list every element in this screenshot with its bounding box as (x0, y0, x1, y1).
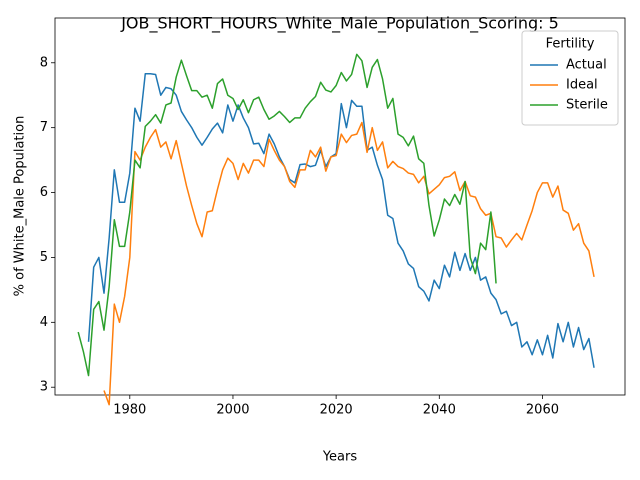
x-tick-label: 2040 (423, 403, 456, 418)
x-tick-label: 2060 (526, 403, 559, 418)
y-tick-label: 6 (40, 185, 48, 200)
x-tick-label: 2000 (216, 403, 249, 418)
legend-label: Ideal (566, 78, 598, 93)
data-line (77, 53, 497, 377)
y-tick-label: 7 (40, 120, 48, 135)
legend-title: Fertility (546, 37, 595, 52)
chart-title: JOB_SHORT_HOURS_White_Male_Population_Sc… (120, 14, 559, 34)
y-tick-label: 3 (40, 380, 48, 395)
legend-label: Sterile (566, 98, 608, 113)
plot-frame (54, 17, 626, 396)
y-tick-label: 5 (40, 250, 48, 265)
x-tick-label: 2020 (320, 403, 353, 418)
data-line (87, 73, 595, 368)
x-tick-label: 1980 (113, 403, 146, 418)
legend-label: Actual (566, 58, 607, 73)
x-axis-label: Years (322, 450, 358, 465)
y-tick-label: 8 (40, 55, 48, 70)
data-line (103, 121, 595, 406)
legend-box (521, 30, 619, 126)
y-tick-label: 4 (40, 315, 48, 330)
y-axis-label: % of White_Male Population (13, 116, 28, 297)
